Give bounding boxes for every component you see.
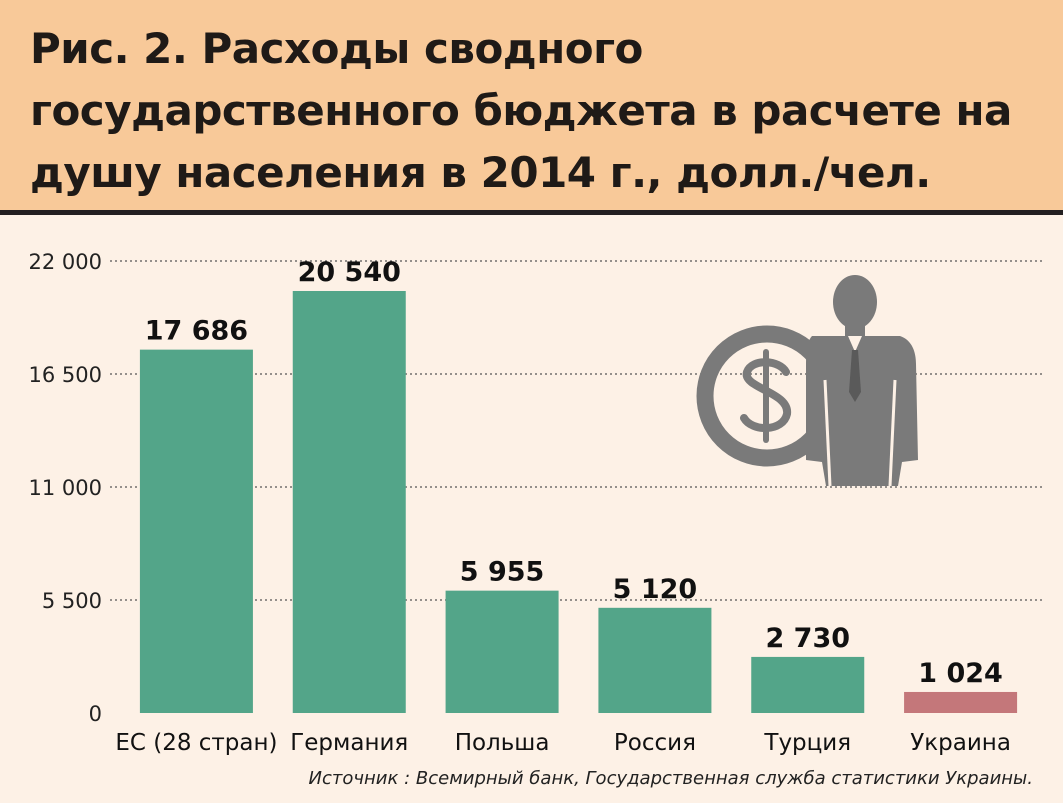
category-label: Турция bbox=[763, 730, 851, 756]
category-label: Россия bbox=[614, 730, 696, 756]
bar bbox=[445, 590, 559, 713]
y-axis-ticks: 0 5 500 11 000 16 500 22 000 bbox=[29, 250, 102, 726]
bar bbox=[598, 607, 712, 713]
bar-value-label: 5 955 bbox=[460, 557, 545, 588]
source-note: Источник : Всемирный банк, Государственн… bbox=[308, 768, 1033, 789]
title-banner: Рис. 2. Расходы сводного государственног… bbox=[0, 0, 1063, 215]
bar-value-label: 17 686 bbox=[145, 316, 248, 347]
gridlines bbox=[110, 260, 1045, 601]
y-tick-label: 0 bbox=[89, 702, 102, 726]
bar bbox=[904, 691, 1018, 713]
illustration bbox=[696, 275, 918, 487]
bar-value-label: 1 024 bbox=[918, 658, 1003, 689]
bar-value-label: 20 540 bbox=[298, 257, 401, 288]
bar bbox=[751, 656, 865, 713]
chart-title: Рис. 2. Расходы сводного государственног… bbox=[30, 24, 1012, 197]
bar-value-label: 5 120 bbox=[613, 574, 698, 605]
y-tick-label: 16 500 bbox=[29, 363, 102, 387]
category-label: Германия bbox=[290, 730, 408, 756]
value-labels: 17 686 20 540 5 955 5 120 2 730 1 024 bbox=[145, 257, 1003, 689]
y-tick-label: 22 000 bbox=[29, 250, 102, 274]
y-tick-label: 5 500 bbox=[42, 589, 102, 613]
businessman-silhouette-icon bbox=[806, 275, 918, 487]
category-label: ЕС (28 стран) bbox=[115, 730, 277, 756]
category-label: Украина bbox=[910, 730, 1011, 756]
category-labels: ЕС (28 стран) Германия Польша Россия Турция У… bbox=[115, 730, 1011, 756]
bar bbox=[139, 349, 253, 713]
bar bbox=[292, 290, 406, 713]
bars bbox=[139, 290, 1018, 713]
bar-value-label: 2 730 bbox=[765, 623, 850, 654]
y-tick-label: 11 000 bbox=[29, 476, 102, 500]
category-label: Польша bbox=[455, 730, 550, 756]
